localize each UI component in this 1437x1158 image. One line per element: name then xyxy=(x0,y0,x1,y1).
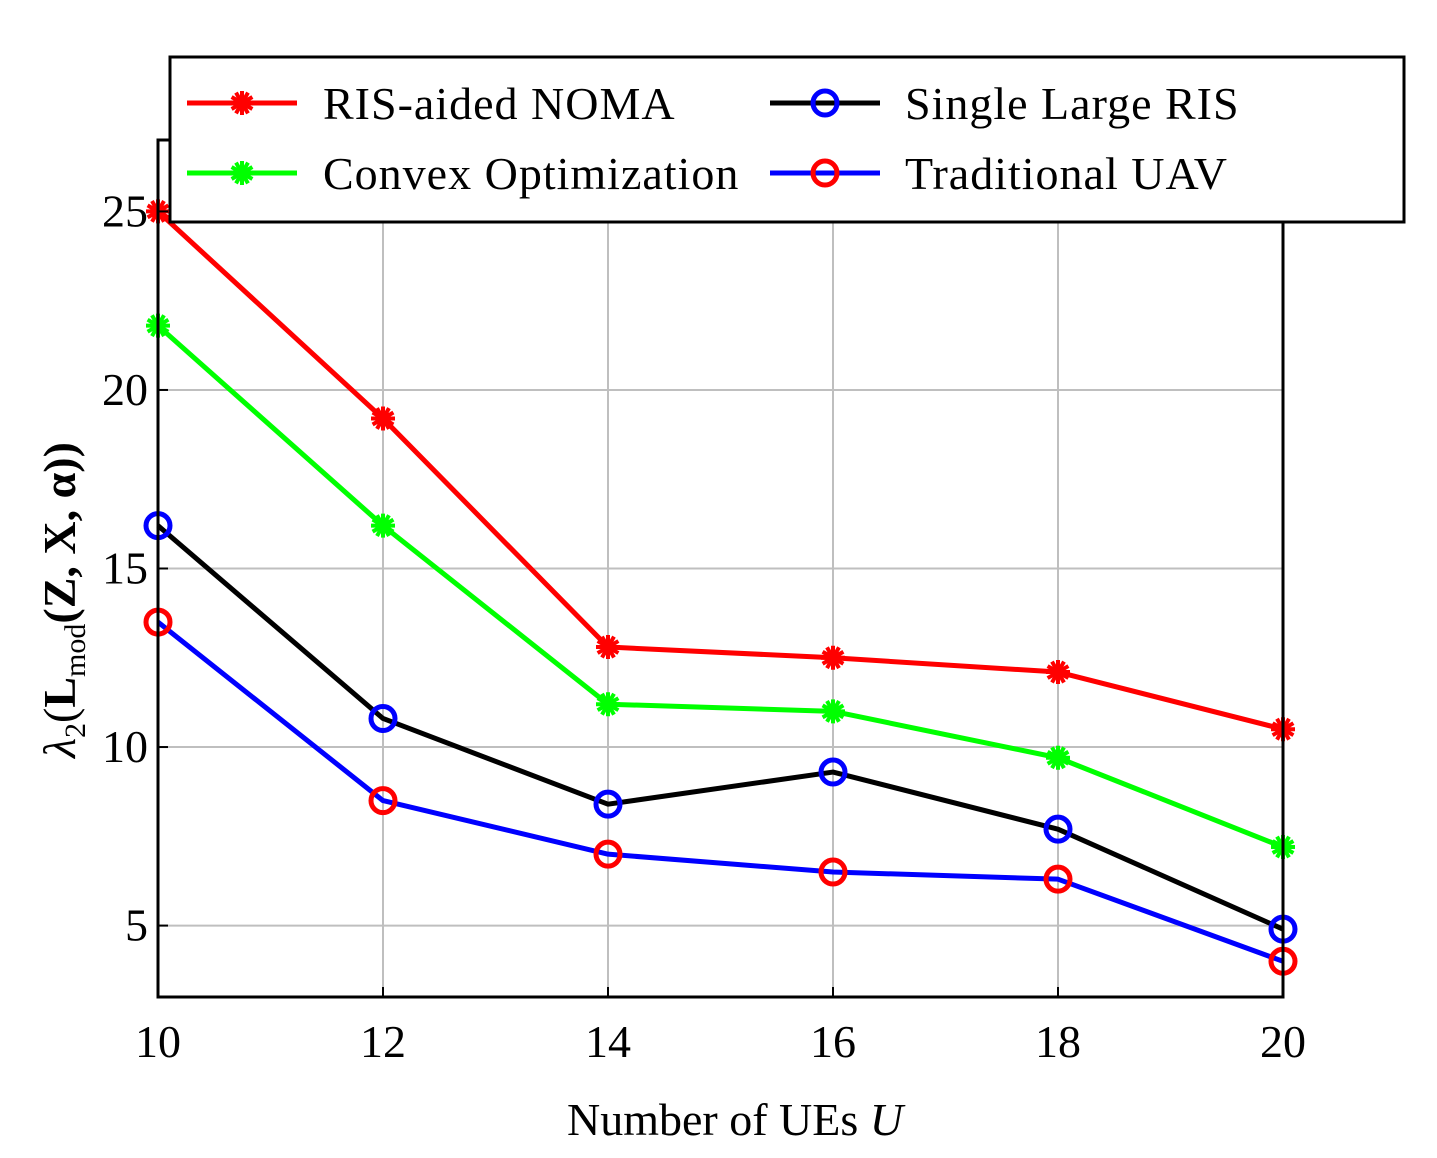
data-point-convex-optimization xyxy=(596,692,620,717)
data-point-single-large-ris xyxy=(818,757,848,787)
series-traditional-uav xyxy=(143,607,1298,976)
series-layer xyxy=(143,199,1298,976)
legend-entry-ris-aided-noma: RIS-aided NOMA xyxy=(187,78,676,129)
legend-entry-convex-optimization: Convex Optimization xyxy=(187,148,739,199)
data-point-single-large-ris xyxy=(1043,814,1073,844)
y-tick-label: 5 xyxy=(125,900,148,951)
legend-marker xyxy=(230,161,254,185)
data-point-ris-aided-noma xyxy=(821,645,845,670)
legend-marker xyxy=(230,91,254,115)
legend: RIS-aided NOMA Convex Optimization Single … xyxy=(168,55,1406,224)
legend-label: Single Large RIS xyxy=(905,78,1240,129)
tick-labels: 10 12 14 16 18 20 5 10 15 20 25 xyxy=(102,185,1306,1067)
y-tick-label: 25 xyxy=(102,185,148,236)
data-point-convex-optimization xyxy=(1046,745,1070,770)
x-axis-title: Number of UEs U xyxy=(567,1094,906,1145)
series-line-traditional-uav xyxy=(156,620,1284,964)
data-point-traditional-uav xyxy=(1043,864,1073,894)
data-point-single-large-ris xyxy=(593,789,623,819)
legend-label: Traditional UAV xyxy=(905,148,1228,199)
x-tick-label: 16 xyxy=(810,1016,856,1067)
series-single-large-ris xyxy=(143,511,1298,944)
data-point-traditional-uav xyxy=(593,839,623,869)
x-tick-label: 14 xyxy=(585,1016,631,1067)
data-point-ris-aided-noma xyxy=(596,635,620,660)
y-tick-label: 20 xyxy=(102,364,148,415)
y-axis-title: λ2(Lmod(Z, X, α)) xyxy=(34,442,92,760)
series-line-single-large-ris xyxy=(156,523,1285,932)
legend-marker xyxy=(810,158,840,188)
y-tick-label: 15 xyxy=(102,543,148,594)
data-point-traditional-uav xyxy=(818,857,848,887)
x-tick-label: 20 xyxy=(1260,1016,1306,1067)
series-line-ris-aided-noma xyxy=(156,209,1284,732)
x-tick-label: 10 xyxy=(135,1016,181,1067)
series-line-convex-optimization xyxy=(156,323,1284,850)
legend-label: Convex Optimization xyxy=(323,148,739,199)
legend-box xyxy=(168,55,1406,224)
grid-lines xyxy=(157,140,1284,997)
data-point-traditional-uav xyxy=(368,786,398,816)
series-convex-optimization xyxy=(146,313,1295,860)
legend-entry-single-large-ris: Single Large RIS xyxy=(770,78,1240,129)
legend-marker xyxy=(810,88,840,118)
data-point-convex-optimization xyxy=(821,699,845,724)
legend-label: RIS-aided NOMA xyxy=(323,78,676,129)
x-tick-label: 18 xyxy=(1035,1016,1081,1067)
y-tick-label: 10 xyxy=(102,721,148,772)
x-tick-label: 12 xyxy=(360,1016,406,1067)
data-point-ris-aided-noma xyxy=(1046,660,1070,685)
legend-entry-traditional-uav: Traditional UAV xyxy=(770,148,1228,199)
data-point-convex-optimization xyxy=(371,513,395,538)
data-point-ris-aided-noma xyxy=(371,406,395,431)
data-point-single-large-ris xyxy=(368,703,398,733)
